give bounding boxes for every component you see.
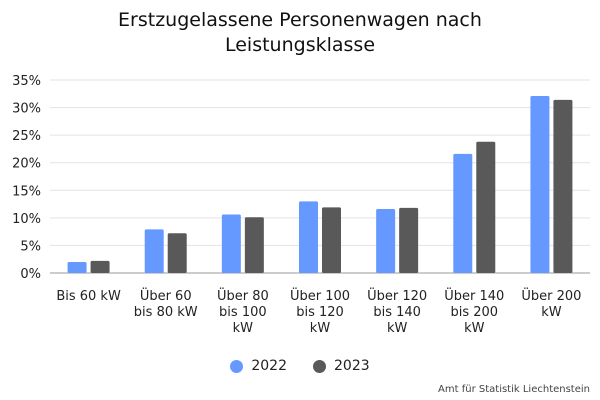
x-tick-label-line: Über 140 bbox=[444, 287, 504, 304]
x-tick-label-line: bis 200 bbox=[450, 305, 498, 320]
chart-title-line-2: Leistungsklasse bbox=[224, 34, 376, 56]
legend-swatch-2023 bbox=[313, 359, 326, 373]
x-tick-label: Über 80 bis 100 kW bbox=[217, 287, 269, 336]
y-tick-label: 15% bbox=[12, 184, 41, 199]
x-tick-label: Über 60 bis 80 kW bbox=[134, 287, 198, 320]
x-tick-label-line: Über 60 bbox=[140, 287, 192, 304]
y-tick-label: 35% bbox=[12, 74, 41, 89]
x-tick-label-line: Über 100 bbox=[290, 287, 350, 304]
bar-2023-2 bbox=[244, 217, 264, 273]
x-tick-label-line: kW bbox=[310, 321, 331, 336]
bar-2022-6 bbox=[530, 95, 550, 274]
x-tick-label-line: kW bbox=[233, 321, 254, 336]
x-tick-label-line: Über 200 bbox=[521, 287, 581, 304]
bar-2022-4 bbox=[376, 209, 396, 273]
x-tick-label-line: bis 120 bbox=[296, 305, 344, 320]
source-note: Amt für Statistik Liechtenstein bbox=[438, 384, 590, 395]
x-tick-label-line: Über 80 bbox=[217, 287, 269, 304]
bar-2022-1 bbox=[144, 229, 164, 273]
bar-2022-5 bbox=[453, 153, 473, 273]
bar-2022-2 bbox=[221, 214, 241, 273]
x-tick-label-line: kW bbox=[387, 321, 408, 336]
x-tick-label: Über 200 kW bbox=[521, 287, 581, 320]
x-tick-label: Bis 60 kW bbox=[56, 289, 121, 304]
x-tick-label-line: bis 140 bbox=[373, 305, 421, 320]
legend-item-2022: 2022 bbox=[230, 358, 287, 374]
x-tick-label-line: bis 100 bbox=[219, 305, 267, 320]
y-tick-label: 0% bbox=[20, 267, 41, 282]
x-tick-label-line: kW bbox=[541, 305, 562, 320]
bar-2023-0 bbox=[90, 260, 110, 273]
bar-2023-5 bbox=[476, 141, 496, 273]
chart-title: Erstzugelassene Personenwagen nach Leist… bbox=[0, 8, 600, 58]
x-tick-label: Über 100 bis 120 kW bbox=[290, 287, 350, 336]
x-tick-label-line: Über 120 bbox=[367, 287, 427, 304]
bar-2022-3 bbox=[299, 201, 318, 273]
bar-2023-3 bbox=[322, 207, 341, 273]
legend-item-2023: 2023 bbox=[313, 358, 370, 374]
bar-2022-0 bbox=[67, 261, 87, 273]
bar-2023-6 bbox=[553, 99, 573, 273]
bar-2023-1 bbox=[167, 233, 187, 273]
y-tick-label: 25% bbox=[12, 129, 41, 144]
legend: 2022 2023 bbox=[0, 358, 600, 374]
x-tick-label-line: kW bbox=[464, 321, 485, 336]
chart-title-line-1: Erstzugelassene Personenwagen nach bbox=[118, 9, 482, 31]
y-tick-label: 20% bbox=[12, 157, 41, 172]
legend-swatch-2022 bbox=[230, 359, 244, 373]
x-tick-label-line: bis 80 kW bbox=[134, 305, 198, 320]
legend-label-2023: 2023 bbox=[334, 358, 370, 374]
y-tick-label: 10% bbox=[12, 212, 41, 227]
x-tick-label-line: Bis 60 kW bbox=[56, 289, 121, 304]
y-tick-label: 30% bbox=[12, 102, 41, 117]
bar-2023-4 bbox=[399, 207, 419, 273]
x-tick-label: Über 120 bis 140 kW bbox=[367, 287, 427, 336]
y-tick-label: 5% bbox=[20, 239, 41, 254]
x-tick-label: Über 140 bis 200 kW bbox=[444, 287, 504, 336]
legend-label-2022: 2022 bbox=[251, 358, 287, 374]
